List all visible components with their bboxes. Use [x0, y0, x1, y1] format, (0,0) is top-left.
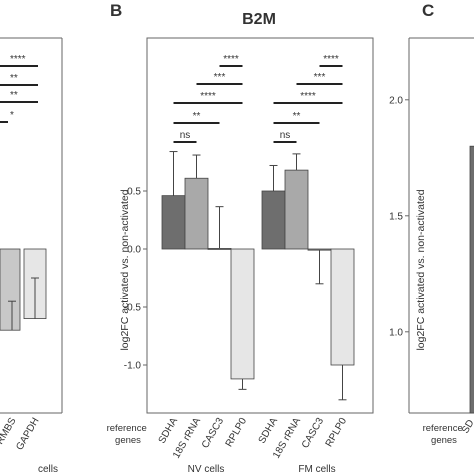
bar-c-sdha — [469, 145, 474, 414]
significance-label: ** — [293, 111, 301, 122]
x-tick-label: RMBS — [0, 416, 19, 447]
panel-letter-b: B — [110, 1, 122, 20]
bar-nv-casc3 — [207, 248, 232, 250]
significance-label: **** — [10, 54, 26, 65]
significance-label: **** — [300, 91, 316, 102]
x-tick-label: CASC3 — [200, 416, 226, 451]
panel-b: B B2M log2FC activated vs. non-activated… — [107, 1, 374, 474]
group-label-nv: NV cells — [188, 464, 225, 474]
bar-nv-rplp0 — [230, 248, 255, 380]
bar-fm-casc3 — [307, 248, 332, 251]
panel-c-reference-genes-label-line-2: genes — [431, 435, 457, 446]
group-label-fm: FM cells — [298, 464, 335, 474]
y-axis-label: log2FC activated vs. non-activated — [119, 189, 131, 350]
x-tick-label: SDHA — [257, 416, 281, 446]
y-tick-label: 0.0 — [127, 245, 141, 256]
significance-label: ** — [10, 90, 18, 101]
bar-nv-sdha — [161, 195, 186, 250]
y-axis: -1.0 -0.5 0.0 0.5 — [124, 38, 148, 413]
panel-a-group-label: cells — [38, 464, 58, 474]
bar-fm-18s-rrna — [284, 169, 309, 250]
x-tick-label: RPLP0 — [224, 416, 250, 449]
significance-label: ** — [193, 111, 201, 122]
reference-genes-label-line-1: reference — [107, 423, 147, 434]
panel-c-y-tick-label: 1.0 — [389, 327, 403, 338]
panel-a-significance-layer: ********* — [0, 54, 38, 123]
significance-label: **** — [323, 54, 339, 65]
significance-label: ns — [280, 130, 291, 141]
reference-genes-label: reference genes — [107, 423, 150, 446]
panel-c-y-tick-label: 2.0 — [389, 95, 403, 106]
chart-title: B2M — [242, 11, 276, 28]
y-tick-label: 0.5 — [127, 187, 141, 198]
panel-c-category-label: SD — [460, 418, 474, 436]
bar-a-rmbs — [0, 248, 21, 331]
panel-c-reference-genes-label-line-1: reference — [423, 423, 463, 434]
bars-layer — [161, 151, 355, 401]
y-tick-label: -0.5 — [124, 303, 142, 314]
panel-c-frame — [408, 37, 474, 414]
panel-c-reference-genes-label: reference genes — [423, 423, 466, 446]
panel-c-y-axis: 1.0 1.5 2.0 — [389, 95, 409, 338]
panel-c: C log2FC activated vs. non-activated 1.0… — [389, 1, 474, 446]
x-tick-label: CASC3 — [300, 416, 326, 451]
panel-letter-c: C — [422, 1, 434, 20]
bar-fm-rplp0 — [330, 248, 355, 366]
panel-a-frame — [0, 37, 63, 414]
significance-label: **** — [200, 91, 216, 102]
bar-fm-sdha — [261, 190, 286, 250]
significance-label: ns — [180, 130, 191, 141]
significance-label: **** — [223, 54, 239, 65]
panel-c-y-axis-label: log2FC activated vs. non-activated — [415, 189, 427, 350]
bar-nv-18s-rrna — [184, 177, 209, 250]
significance-label: *** — [314, 72, 326, 83]
significance-label: * — [10, 110, 14, 121]
panel-a-bars-layer — [0, 248, 47, 331]
reference-genes-label-line-2: genes — [115, 435, 141, 446]
panel-c-y-tick-label: 1.5 — [389, 211, 403, 222]
x-tick-label: RPLP0 — [324, 416, 350, 449]
y-tick-label: -1.0 — [124, 361, 142, 372]
significance-label: ** — [10, 73, 18, 84]
significance-layer: ns*************ns************* — [173, 54, 343, 143]
significance-label: *** — [214, 72, 226, 83]
x-tick-label: SDHA — [157, 416, 181, 446]
panel-c-bars-layer — [469, 145, 474, 414]
